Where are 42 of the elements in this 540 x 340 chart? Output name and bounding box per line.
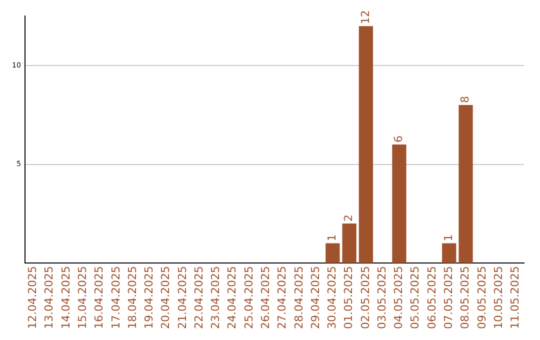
data-label: 6 <box>392 136 406 143</box>
x-tick-label: 18.04.2025 <box>126 266 139 330</box>
data-label: 2 <box>342 214 356 222</box>
bar <box>458 105 473 264</box>
x-tick-label: 02.05.2025 <box>358 266 372 330</box>
x-tick-label: 13.04.2025 <box>42 266 56 330</box>
bar <box>342 224 356 264</box>
x-tick-label: 08.05.2025 <box>458 266 472 330</box>
x-tick-label: 07.05.2025 <box>442 266 455 330</box>
x-tick-label: 27.04.2025 <box>276 266 289 330</box>
x-tick-label: 21.04.2025 <box>176 266 189 330</box>
x-tick-label: 20.04.2025 <box>159 266 172 330</box>
x-tick-label: 30.04.2025 <box>326 266 339 330</box>
x-tick-label: 25.04.2025 <box>242 266 256 330</box>
x-tick-label: 17.04.2025 <box>109 266 122 330</box>
x-tick-label: 01.05.2025 <box>342 266 356 330</box>
x-tick-label: 19.04.2025 <box>142 266 156 330</box>
data-label: 12 <box>358 10 372 24</box>
x-tick-label: 10.05.2025 <box>492 266 505 330</box>
x-tick-label: 16.04.2025 <box>92 266 106 330</box>
bar <box>442 243 456 264</box>
data-label: 1 <box>442 234 455 242</box>
x-tick-label: 05.05.2025 <box>408 266 422 330</box>
x-tick-label: 04.05.2025 <box>392 266 406 330</box>
x-tick-label: 11.05.2025 <box>508 266 522 330</box>
x-tick-label: 22.04.2025 <box>192 266 206 330</box>
x-tick-label: 14.04.2025 <box>59 266 72 330</box>
x-tick-label: 28.04.2025 <box>292 266 306 330</box>
x-tick-label: 23.04.2025 <box>209 266 222 330</box>
x-tick-label: 26.04.2025 <box>258 266 272 330</box>
x-tick-label: 03.05.2025 <box>375 266 388 330</box>
x-tick-label: 06.05.2025 <box>425 266 438 330</box>
x-tick-label: 29.04.2025 <box>308 266 322 330</box>
data-label: 8 <box>458 96 472 104</box>
x-tick-label: 15.04.2025 <box>76 266 89 330</box>
bar <box>358 26 374 264</box>
x-tick-label: 12.04.2025 <box>26 266 40 330</box>
bar <box>326 243 340 264</box>
bar <box>392 144 406 264</box>
x-tick-label: 24.04.2025 <box>226 266 239 330</box>
x-tick-label: 09.05.2025 <box>475 266 488 330</box>
data-label: 1 <box>326 234 339 242</box>
